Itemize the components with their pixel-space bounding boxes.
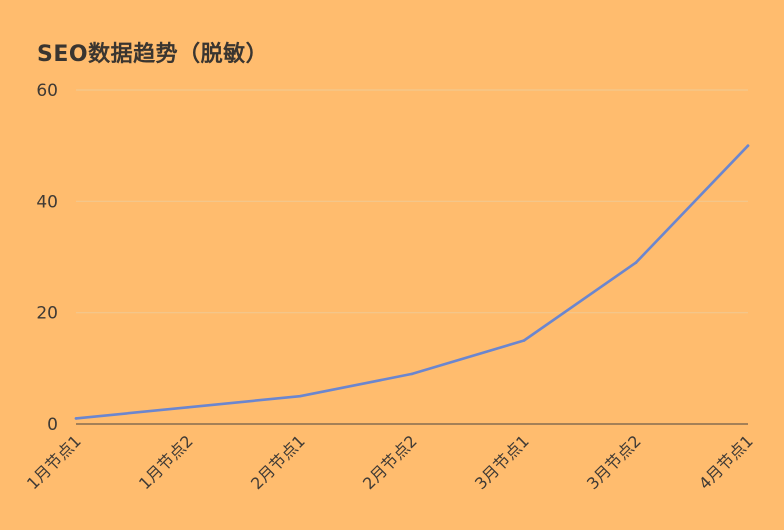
y-tick-label: 0 xyxy=(47,415,58,435)
x-tick-labels: 1月节点1 1月节点2 2月节点1 2月节点2 3月节点1 3月节点2 4月节点1 xyxy=(23,431,757,493)
data-point xyxy=(186,406,190,409)
x-tick-label: 3月节点2 xyxy=(583,431,645,493)
data-point xyxy=(746,144,750,147)
x-tick-label: 1月节点1 xyxy=(23,431,85,493)
data-point xyxy=(74,417,78,420)
y-tick-label: 40 xyxy=(36,192,58,212)
data-point xyxy=(522,339,526,342)
x-tick-label: 3月节点1 xyxy=(471,431,533,493)
y-tick-label: 20 xyxy=(36,304,58,324)
grid-lines xyxy=(76,89,748,314)
data-point xyxy=(634,261,638,264)
x-tick-label: 1月节点2 xyxy=(135,431,197,493)
x-tick-label: 2月节点2 xyxy=(359,431,421,493)
series-layer xyxy=(74,144,750,420)
data-point xyxy=(410,372,414,376)
x-tick-label: 2月节点1 xyxy=(247,431,309,493)
chart-title: SEO数据趋势（脱敏） xyxy=(37,42,269,67)
data-point xyxy=(298,394,302,398)
x-tick-label: 4月节点1 xyxy=(695,431,757,493)
y-tick-label: 60 xyxy=(36,81,58,101)
series-line xyxy=(74,144,750,420)
y-tick-labels: 0 20 40 60 xyxy=(36,81,58,435)
